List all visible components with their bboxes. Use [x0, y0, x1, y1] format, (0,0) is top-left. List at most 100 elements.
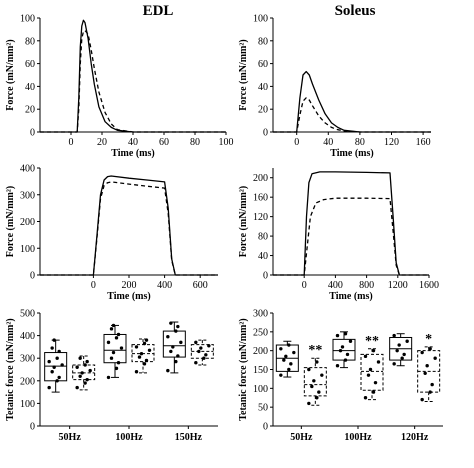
y-tick-label: 0 [263, 271, 268, 282]
data-point [75, 365, 79, 369]
data-point [420, 397, 424, 402]
box-solid [332, 331, 356, 369]
data-point [307, 367, 311, 372]
data-point [338, 348, 343, 353]
y-axis-label: Force (mN/mm²) [238, 39, 249, 110]
y-tick-label: 300 [253, 309, 268, 320]
data-point [78, 356, 82, 360]
data-point [194, 361, 198, 365]
significance-marker: ** [308, 343, 322, 358]
y-tick-label: 150 [253, 365, 268, 376]
data-point [47, 359, 51, 364]
y-tick-label: 60 [25, 59, 35, 70]
data-point [400, 356, 404, 360]
data-point [116, 361, 121, 365]
data-point [50, 370, 54, 374]
y-tick-label: 0 [30, 271, 35, 282]
data-point [176, 324, 180, 329]
data-point [315, 360, 319, 364]
data-point [343, 332, 348, 336]
data-point [307, 401, 311, 406]
box-iqr [360, 353, 384, 391]
data-point [75, 385, 79, 390]
y-tick-label: 50 [258, 403, 268, 414]
y-tick-label: 80 [258, 232, 268, 243]
data-point [335, 333, 340, 338]
y-axis-label: Tetanic force (mN/mm²) [238, 318, 249, 420]
box-solid [103, 323, 127, 380]
series-line-solid [273, 70, 431, 133]
box-iqr [303, 367, 327, 397]
y-tick-label: 40 [258, 251, 268, 262]
y-tick-label: 120 [253, 212, 268, 223]
data-point [371, 390, 376, 394]
series-line-dashed [273, 97, 431, 133]
data-point [169, 321, 173, 325]
x-tick-label: 60 [159, 137, 169, 148]
data-point [428, 347, 432, 351]
x-tick-label: 0 [302, 280, 307, 291]
series-line-dashed [273, 197, 429, 276]
data-point [176, 354, 180, 358]
data-point [335, 364, 340, 368]
y-tick-label: 400 [20, 331, 35, 342]
x-tick-label: 80 [190, 137, 200, 148]
x-tick-label: 100 [219, 137, 234, 148]
data-point [166, 368, 170, 373]
significance-marker: ** [365, 334, 379, 349]
data-point [174, 329, 178, 333]
data-point [207, 344, 211, 348]
data-point [197, 349, 201, 354]
x-tick-label: 120 [384, 137, 399, 148]
box-solid [44, 338, 68, 393]
data-point [106, 375, 111, 380]
data-point [106, 340, 111, 345]
data-point [363, 396, 368, 400]
y-tick-label: 200 [20, 376, 35, 387]
data-point [287, 343, 291, 347]
y-tick-label: 400 [20, 164, 35, 175]
x-tick-label: 100Hz [344, 432, 372, 443]
data-point [202, 356, 206, 360]
data-point [204, 353, 208, 357]
x-tick-label: 200 [122, 280, 137, 291]
data-point [139, 351, 144, 356]
y-tick-label: 20 [258, 105, 268, 116]
data-point [85, 359, 89, 364]
data-point [343, 358, 348, 362]
data-point [109, 356, 114, 360]
data-point [199, 346, 203, 350]
y-axis-label: Tetanic force (mN/mm²) [5, 318, 16, 420]
x-tick-label: 160 [416, 137, 431, 148]
data-point [348, 339, 353, 343]
data-point [423, 371, 427, 375]
box-iqr [103, 333, 127, 364]
data-point [373, 380, 378, 385]
y-tick-label: 40 [258, 82, 268, 93]
y-tick-label: 200 [20, 217, 35, 228]
box-dashed [72, 355, 96, 391]
title-soleus: Soleus [335, 3, 376, 19]
data-point [109, 327, 114, 331]
x-tick-label: 800 [359, 280, 374, 291]
data-point [279, 347, 283, 351]
x-tick-label: 80 [355, 137, 365, 148]
y-tick-label: 500 [20, 309, 35, 320]
data-point [312, 379, 316, 383]
data-point [171, 345, 175, 349]
data-point [320, 373, 324, 377]
data-point [114, 366, 119, 371]
x-tick-label: 150Hz [175, 432, 203, 443]
data-point [55, 356, 59, 360]
y-tick-label: 100 [253, 14, 268, 25]
data-point [78, 374, 82, 378]
data-point [282, 358, 286, 362]
box-iqr [131, 344, 155, 363]
y-tick-label: 0 [263, 422, 268, 433]
data-point [116, 332, 121, 337]
x-tick-label: 100Hz [115, 432, 143, 443]
data-point [134, 345, 139, 349]
data-point [392, 333, 396, 338]
y-tick-label: 100 [20, 244, 35, 255]
